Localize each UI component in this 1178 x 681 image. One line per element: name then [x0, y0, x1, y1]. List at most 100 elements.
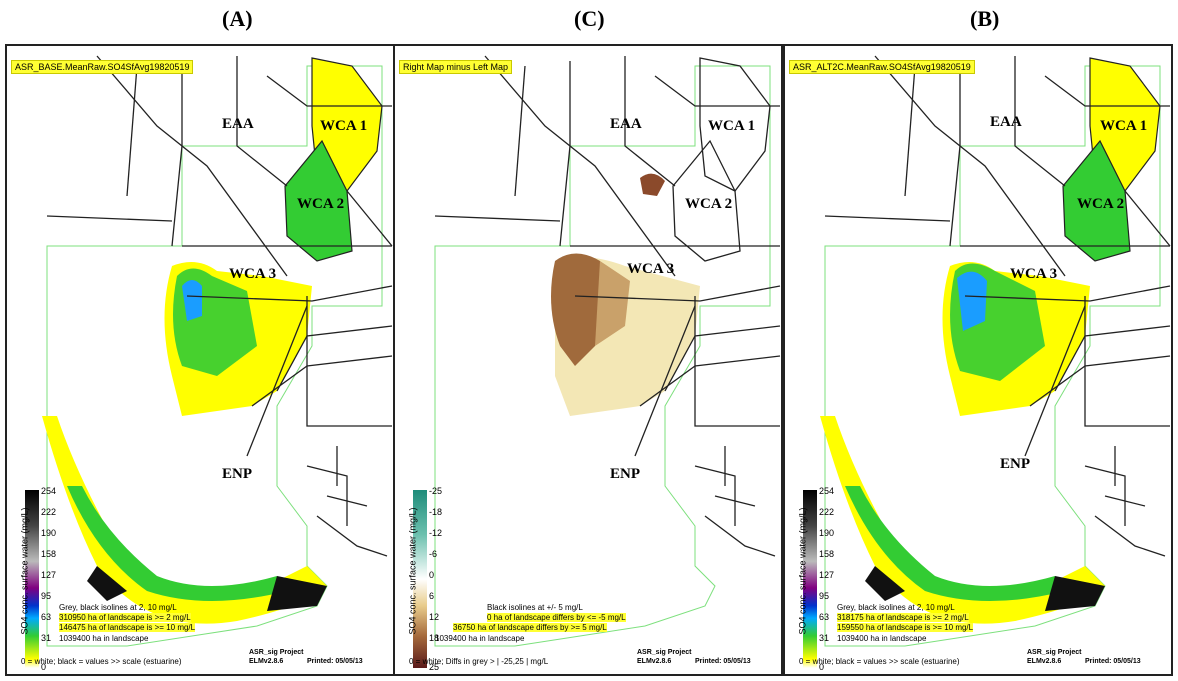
panel-c-title: Right Map minus Left Map [399, 60, 513, 74]
region-wca1: WCA 1 [1100, 118, 1148, 134]
legend-colorbar [413, 490, 427, 668]
legend-tick: -18 [429, 507, 443, 517]
credit-printed: Printed: 05/05/13 [695, 658, 751, 665]
wca2-fill [1062, 139, 1131, 262]
region-wca2: WCA 2 [1077, 196, 1125, 212]
note-line5: 0 = white; Diffs in grey > | -25,25 | mg… [409, 657, 549, 666]
map-panel-a: ASR_BASE.MeanRaw.SO4SfAvg19820519 EAA WC… [5, 44, 395, 676]
note-line4: 1039400 ha in landscape [435, 634, 525, 643]
credit-project: ASR_sig Project [1027, 649, 1082, 656]
region-wca3: WCA 3 [229, 266, 277, 282]
note-line1: Black isolines at +/- 5 mg/L [487, 603, 583, 612]
legend-tick: 6 [429, 591, 435, 601]
legend-tick: 63 [41, 612, 52, 622]
landscape-boundary [824, 65, 1161, 647]
legend-tick: -6 [429, 549, 438, 559]
legend-tick: 31 [819, 633, 830, 643]
enp-green [845, 486, 1065, 601]
legend-tick: 25 [429, 662, 440, 672]
legend-colorbar [25, 490, 39, 668]
legend-colorbar [803, 490, 817, 668]
legend-tick: 127 [41, 570, 57, 580]
enp-fringe [42, 416, 327, 624]
panel-c-letter: (C) [574, 6, 605, 31]
note-line2: 318175 ha of landscape is >= 2 mg/L [837, 613, 969, 622]
legend-tick: 0 [41, 662, 47, 672]
credit-printed: Printed: 05/05/13 [307, 658, 363, 665]
region-enp: ENP [610, 466, 640, 482]
landscape-boundary [434, 65, 771, 647]
region-enp: ENP [222, 466, 252, 482]
wca2-fill [284, 139, 353, 262]
legend-axis-label: SO4 conc. surface water (mg/L) [407, 507, 418, 635]
region-enp: ENP [1000, 456, 1030, 472]
legend-tick: 0 [429, 570, 435, 580]
note-line5: 0 = white; black = values >> scale (estu… [799, 657, 960, 666]
note-line3: 36750 ha of landscape differs by >= 5 mg… [453, 623, 607, 632]
note-line5: 0 = white; black = values >> scale (estu… [21, 657, 182, 666]
panel-a-letter: (A) [222, 6, 253, 31]
enp-black [267, 576, 327, 611]
panel-a-title: ASR_BASE.MeanRaw.SO4SfAvg19820519 [11, 60, 194, 74]
region-wca1: WCA 1 [708, 118, 756, 134]
enp-black-2 [865, 566, 905, 601]
credit-project: ASR_sig Project [637, 649, 692, 656]
map-c-canvas [434, 55, 781, 647]
legend-tick: 222 [41, 507, 57, 517]
region-wca2: WCA 2 [297, 196, 345, 212]
note-line4: 1039400 ha in landscape [837, 634, 927, 643]
legend-tick: 158 [819, 549, 835, 559]
diff-wca3-mid [595, 261, 630, 346]
legend-tick: 158 [41, 549, 57, 559]
enp-black [1045, 576, 1105, 611]
legend-tick: 18 [429, 633, 440, 643]
panel-b-letter: (B) [970, 6, 1000, 31]
map-panel-b: ASR_ALT2C.MeanRaw.SO4SfAvg19820519 EAA W… [783, 44, 1173, 676]
credit-version: ELMv2.8.6 [637, 658, 672, 665]
enp-green [67, 486, 287, 601]
legend-tick: 95 [819, 591, 830, 601]
canal-network [46, 55, 393, 557]
map-panel-c: Right Map minus Left Map EAA WCA 1 WCA 2… [393, 44, 783, 676]
legend-tick: 190 [819, 528, 835, 538]
legend-tick: 12 [429, 612, 440, 622]
region-eaa: EAA [222, 116, 254, 132]
legend-tick: -12 [429, 528, 443, 538]
credit-version: ELMv2.8.6 [1027, 658, 1062, 665]
map-b-canvas [820, 55, 1171, 647]
canal-network [824, 55, 1171, 557]
note-line3: 159550 ha of landscape is >= 10 mg/L [837, 623, 974, 632]
legend-tick: 254 [41, 486, 57, 496]
legend-tick: 0 [819, 662, 825, 672]
note-line2: 310950 ha of landscape is >= 2 mg/L [59, 613, 191, 622]
legend-tick: 190 [41, 528, 57, 538]
wca3-blue [182, 280, 202, 321]
region-wca2: WCA 2 [685, 196, 733, 212]
enp-fringe [820, 416, 1105, 624]
legend-tick: 95 [41, 591, 52, 601]
credit-version: ELMv2.8.6 [249, 658, 284, 665]
legend-axis-label: SO4 conc. surface water (mg/L) [19, 507, 30, 635]
region-wca3: WCA 3 [1010, 266, 1058, 282]
diff-wca3-brown [551, 253, 610, 366]
note-line1: Grey, black isolines at 2, 10 mg/L [59, 603, 177, 612]
note-line1: Grey, black isolines at 2, 10 mg/L [837, 603, 955, 612]
region-eaa: EAA [990, 114, 1022, 130]
credit-project: ASR_sig Project [249, 649, 304, 656]
legend-tick: 254 [819, 486, 835, 496]
legend-tick: 127 [819, 570, 835, 580]
landscape-boundary [46, 65, 383, 647]
legend-tick: 31 [41, 633, 52, 643]
region-eaa: EAA [610, 116, 642, 132]
region-wca1: WCA 1 [320, 118, 368, 134]
note-line3: 146475 ha of landscape is >= 10 mg/L [59, 623, 196, 632]
legend-axis-label: SO4 conc. surface water (mg/L) [797, 507, 808, 635]
legend-tick: 222 [819, 507, 835, 517]
note-line4: 1039400 ha in landscape [59, 634, 149, 643]
enp-black-2 [87, 566, 127, 601]
region-wca3: WCA 3 [627, 261, 675, 277]
canal-network [434, 55, 781, 557]
credit-printed: Printed: 05/05/13 [1085, 658, 1141, 665]
note-line2: 0 ha of landscape differs by <= -5 mg/L [487, 613, 626, 622]
map-a-canvas [42, 55, 393, 647]
